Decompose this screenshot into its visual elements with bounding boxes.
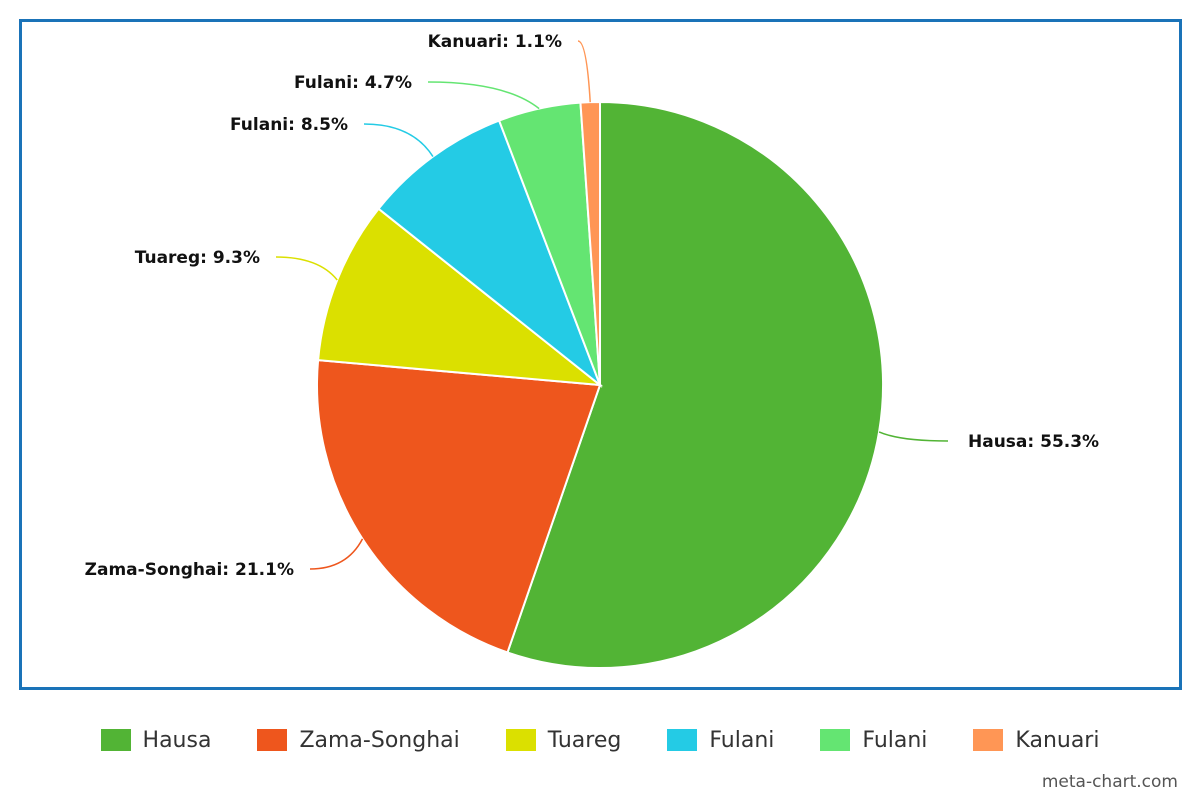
pie-slice-5 [579,100,601,386]
legend-swatch-1 [257,729,288,751]
leader-line-2 [275,256,338,281]
legend-label-1: Zama-Songhai [299,727,460,753]
watermark: meta-chart.com [1041,772,1178,792]
pie-slices [316,100,884,669]
pie-slice-0 [506,100,884,669]
pie-slice-1 [316,359,602,654]
leader-line-1 [309,538,364,570]
leader-line-0 [878,431,949,442]
legend-label-2: Tuareg [547,727,622,753]
legend-item-5[interactable]: Kanuari [973,728,1099,753]
leader-line-4 [427,81,540,110]
leader-line-5 [577,40,591,103]
slice-labels: Hausa: 55.3% Zama-Songhai: 21.1% Tuareg: 9… [85,32,1099,580]
slice-label-5: Kanuari: 1.1% [428,32,562,52]
legend-swatch-0 [100,729,131,751]
slice-label-2: Tuareg: 9.3% [135,248,260,268]
legend-label-5: Kanuari [1015,727,1100,753]
legend-item-1[interactable]: Zama-Songhai [257,727,460,753]
legend-swatch-5 [973,729,1004,751]
slice-label-1: Zama-Songhai: 21.1% [85,560,294,580]
legend-item-4[interactable]: Fulani [820,728,927,753]
pie-slice-3 [377,119,603,389]
legend-swatch-2 [505,729,536,751]
legend-label-0: Hausa [142,727,212,753]
leader-line-3 [363,123,434,157]
legend-label-3: Fulani [709,727,775,753]
slice-label-3: Fulani: 8.5% [230,115,348,135]
slice-label-4: Fulani: 4.7% [294,73,412,93]
legend-swatch-4 [820,729,851,751]
legend: Hausa Zama-Songhai Tuareg Fulani Fulani Kanua… [0,722,1200,758]
slice-label-0: Hausa: 55.3% [968,432,1099,452]
legend-swatch-3 [667,729,698,751]
legend-item-0[interactable]: Hausa [100,727,212,753]
label-leader-lines [275,40,949,570]
legend-item-3[interactable]: Fulani [667,728,774,753]
legend-label-4: Fulani [862,727,928,753]
legend-item-2[interactable]: Tuareg [505,727,622,753]
